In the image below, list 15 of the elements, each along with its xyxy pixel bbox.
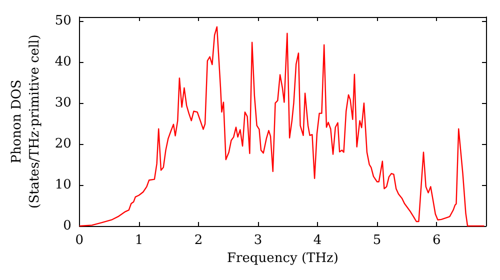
x-tick-label: 0 — [75, 233, 84, 248]
y-tick-label: 50 — [54, 14, 72, 29]
y-tick-label: 0 — [63, 218, 72, 234]
y-tick-label: 30 — [54, 96, 72, 111]
y-tick-label: 40 — [54, 54, 72, 70]
x-tick-label: 4 — [313, 233, 322, 248]
x-tick-label: 3 — [254, 233, 262, 248]
y-tick-label: 10 — [54, 178, 72, 193]
x-tick-label: 2 — [194, 233, 203, 248]
x-tick-label: 1 — [134, 233, 144, 248]
x-tick-label: 5 — [372, 233, 382, 248]
y-axis-title: Phonon DOS (States/THz·primitive cell) — [10, 34, 42, 209]
y-tick-label: 20 — [54, 136, 72, 152]
x-tick-label: 6 — [432, 233, 441, 248]
x-axis-title: Frequency (THz) — [226, 250, 338, 266]
